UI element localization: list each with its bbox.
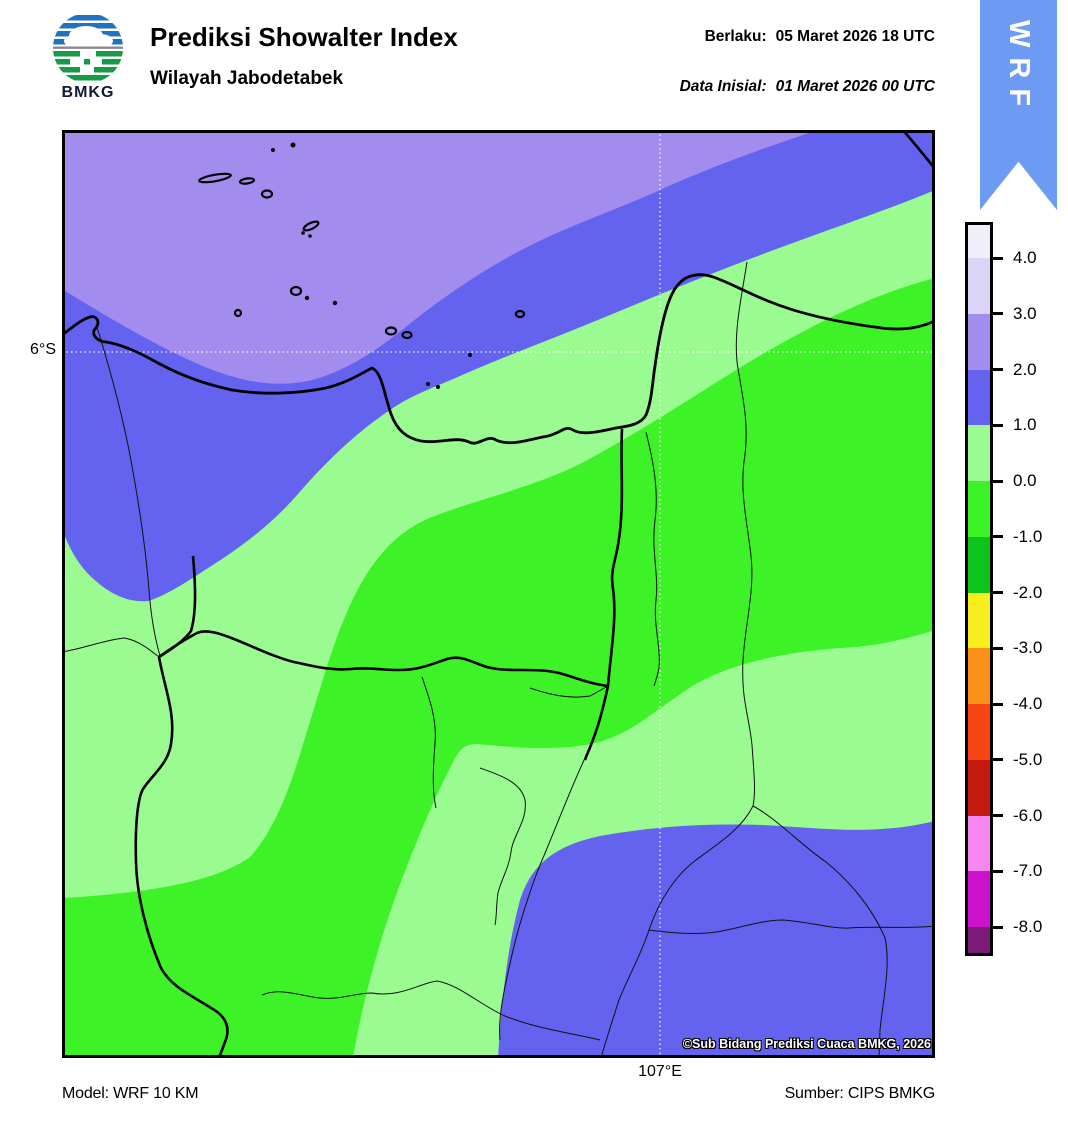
colorbar-tick bbox=[993, 758, 1003, 762]
contour-region-2-3 bbox=[62, 130, 818, 384]
colorbar-tick bbox=[993, 869, 1003, 873]
bmkg-logo-text: BMKG bbox=[61, 84, 115, 101]
model-label: Model: WRF 10 KM bbox=[62, 1085, 199, 1102]
map-copyright: ©Sub Bidang Prediksi Cuaca BMKG, 2026 bbox=[682, 1037, 931, 1051]
colorbar-tick bbox=[993, 423, 1003, 427]
colorbar-tick bbox=[993, 814, 1003, 817]
colorbar-tick bbox=[993, 256, 1003, 260]
valid-time-line: Berlaku: 05 Maret 2026 18 UTC bbox=[705, 28, 935, 46]
source-label: Sumber: CIPS BMKG bbox=[784, 1085, 936, 1102]
logo-land-stripes bbox=[53, 51, 123, 81]
colorbar-tick bbox=[993, 312, 1003, 316]
valid-time-label: Berlaku: bbox=[704, 28, 767, 45]
colorbar bbox=[968, 225, 990, 953]
colorbar-tick-label: -2.0 bbox=[1013, 582, 1043, 602]
logo-horizon bbox=[53, 46, 123, 49]
valid-time-value: 05 Maret 2026 18 UTC bbox=[775, 28, 935, 45]
colorbar-segment bbox=[968, 759, 990, 816]
colorbar-segment bbox=[968, 481, 990, 537]
colorbar-tick-label: 3.0 bbox=[1013, 303, 1037, 323]
district-boundaries bbox=[62, 261, 935, 1058]
colorbar-tick-label: -4.0 bbox=[1013, 694, 1043, 713]
colorbar-segment bbox=[968, 258, 990, 314]
colorbar-tick-label: -8.0 bbox=[1013, 917, 1043, 936]
colorbar-segment bbox=[968, 871, 990, 927]
colorbar-tick-label: 2.0 bbox=[1013, 359, 1037, 379]
page-subtitle: Wilayah Jabodetabek bbox=[150, 68, 344, 89]
colorbar-tick-label: 0.0 bbox=[1013, 471, 1037, 490]
logo-cloud bbox=[64, 26, 113, 48]
colorbar-segment bbox=[968, 815, 990, 872]
forecast-map bbox=[62, 130, 935, 1058]
colorbar-segment bbox=[968, 369, 990, 426]
colorbar-tick-label: -1.0 bbox=[1013, 526, 1043, 546]
init-time-value: 01 Maret 2026 00 UTC bbox=[775, 78, 935, 95]
colorbar-ticks: 4.0 3.0 2.0 1.0 0.0 -1.0 -2.0 -3.0 -4.0 -5.0 -6.0 -… bbox=[993, 225, 1068, 953]
islands bbox=[198, 142, 526, 389]
colorbar-tick-label: -7.0 bbox=[1013, 861, 1043, 881]
map-frame bbox=[62, 130, 935, 1058]
bmkg-logo bbox=[53, 13, 123, 83]
colorbar-tick bbox=[993, 479, 1003, 483]
colorbar-tick bbox=[993, 591, 1003, 594]
colorbar-tick bbox=[993, 368, 1003, 371]
init-time-label: Data Inisial: bbox=[679, 78, 767, 95]
colorbar-tick bbox=[993, 925, 1003, 929]
colorbar-tick-label: -3.0 bbox=[1013, 638, 1043, 658]
init-time-line: Data Inisial: 01 Maret 2026 00 UTC bbox=[680, 78, 935, 96]
colorbar-segment bbox=[968, 648, 990, 704]
colorbar-segment bbox=[968, 425, 990, 481]
colorbar-tick-label: -6.0 bbox=[1013, 805, 1043, 825]
colorbar-segment bbox=[968, 592, 990, 649]
colorbar-tick-label: -5.0 bbox=[1013, 749, 1043, 769]
colorbar-tick-label: 1.0 bbox=[1013, 415, 1037, 435]
province-boundaries bbox=[134, 130, 935, 1058]
colorbar-tick-label: 4.0 bbox=[1013, 248, 1037, 267]
colorbar-tick bbox=[993, 702, 1003, 706]
colorbar-segment bbox=[968, 536, 990, 593]
contour-region-1-2-south bbox=[498, 821, 935, 1058]
colorbar-tick bbox=[993, 535, 1003, 539]
lon-label: 107°E bbox=[638, 1063, 682, 1080]
wrf-ribbon-label: WRF bbox=[1003, 20, 1035, 117]
colorbar-segment bbox=[968, 225, 990, 258]
page-title: Prediksi Showalter Index bbox=[150, 22, 458, 52]
wrf-ribbon: WRF bbox=[980, 0, 1057, 210]
coastline bbox=[62, 273, 935, 445]
colorbar-segment bbox=[968, 927, 990, 953]
colorbar-segment bbox=[968, 313, 990, 370]
colorbar-segment bbox=[968, 704, 990, 760]
colorbar-tick bbox=[993, 646, 1003, 650]
lat-label: 6°S bbox=[30, 341, 56, 358]
